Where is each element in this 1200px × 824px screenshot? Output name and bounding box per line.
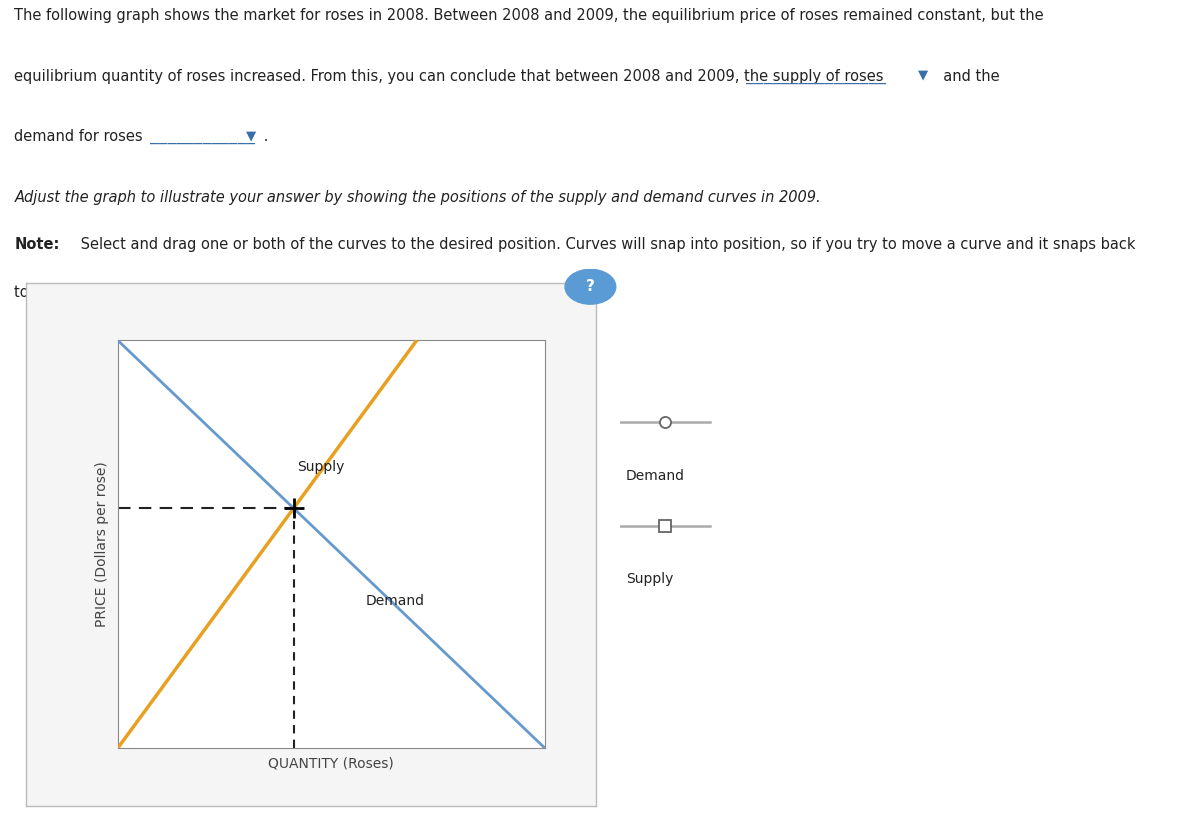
Text: ▼: ▼ <box>246 129 257 143</box>
Text: Supply: Supply <box>298 460 344 474</box>
Text: equilibrium quantity of roses increased. From this, you can conclude that betwee: equilibrium quantity of roses increased.… <box>14 68 884 83</box>
Text: The following graph shows the market for roses in 2008. Between 2008 and 2009, t: The following graph shows the market for… <box>14 8 1044 23</box>
Text: Note:: Note: <box>14 237 60 252</box>
Text: ________________: ________________ <box>746 68 886 83</box>
Text: Adjust the graph to illustrate your answer by showing the positions of the suppl: Adjust the graph to illustrate your answ… <box>14 190 821 205</box>
X-axis label: QUANTITY (Roses): QUANTITY (Roses) <box>269 756 395 770</box>
Text: and the: and the <box>934 68 1000 83</box>
Text: Supply: Supply <box>626 573 673 587</box>
Y-axis label: PRICE (Dollars per rose): PRICE (Dollars per rose) <box>95 461 109 627</box>
Text: ?: ? <box>586 279 595 294</box>
Text: ▼: ▼ <box>918 68 928 82</box>
Text: demand for roses: demand for roses <box>14 129 143 144</box>
Text: .: . <box>259 129 269 144</box>
Text: Demand: Demand <box>366 594 425 608</box>
Text: ____________: ____________ <box>150 129 254 144</box>
Text: Select and drag one or both of the curves to the desired position. Curves will s: Select and drag one or both of the curve… <box>76 237 1135 252</box>
Text: to its original position, just drag it a little farther.: to its original position, just drag it a… <box>14 285 372 300</box>
Circle shape <box>565 269 616 304</box>
Text: Demand: Demand <box>626 469 685 483</box>
